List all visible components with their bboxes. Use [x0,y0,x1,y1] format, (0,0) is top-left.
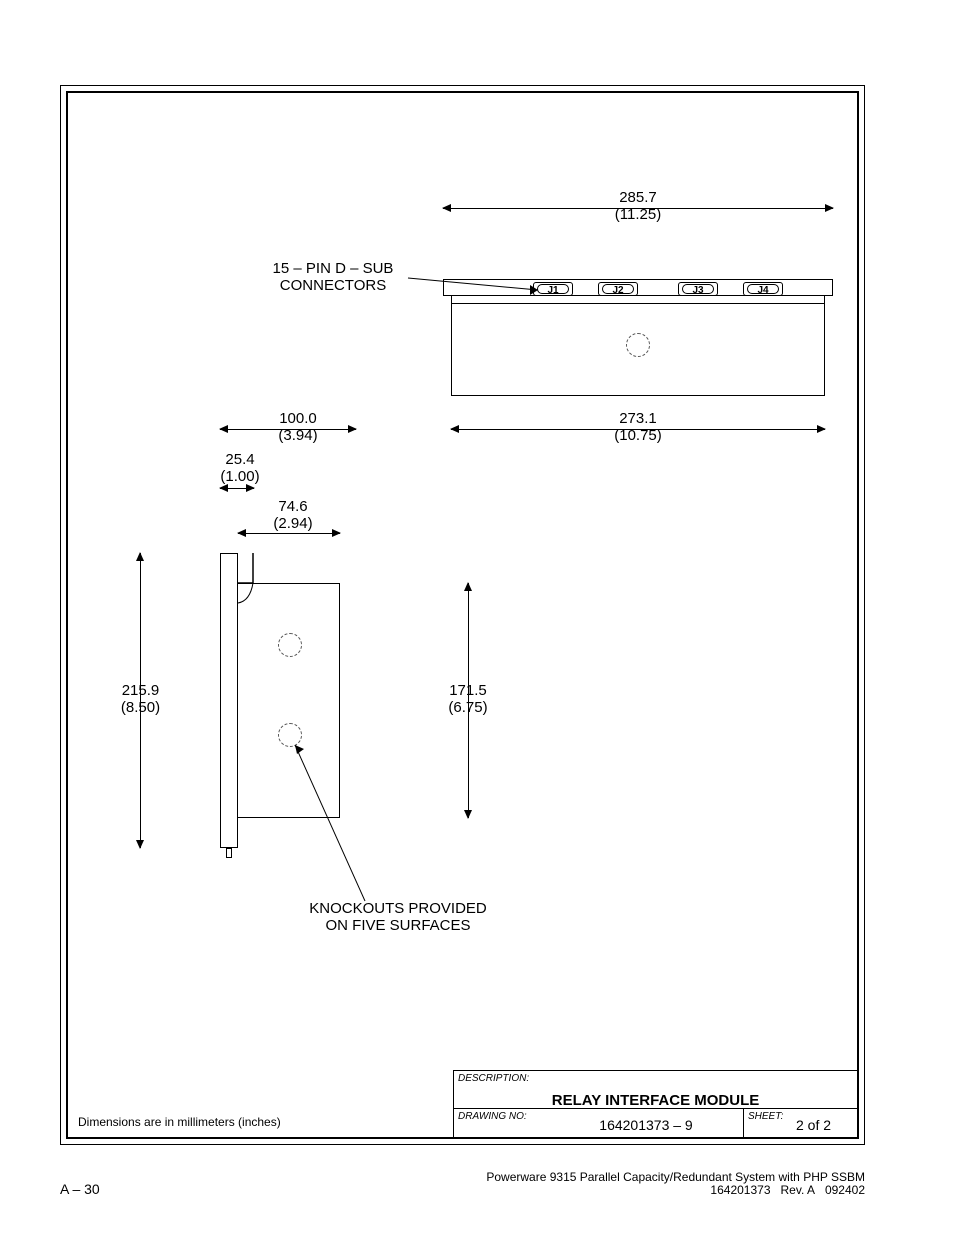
side-body [238,583,340,818]
title-block: DESCRIPTION: RELAY INTERFACE MODULE DRAW… [453,1070,857,1137]
connector-j2: J2 [598,282,638,296]
dim-flange-width: 100.0 (3.94) [263,411,333,444]
description-label: DESCRIPTION: [454,1071,857,1086]
dim-overall-height: 215.9 (8.50) [103,683,178,716]
connector-j4: J4 [743,282,783,296]
connector-label: J1 [547,285,558,296]
connector-label: J2 [612,285,623,296]
knockout-side-1 [278,633,302,657]
front-view-line [451,303,825,304]
footer-page-number: A – 30 [60,1181,100,1197]
dim-top-width: 285.7 (11.25) [588,190,688,223]
inner-frame: J1 J2 J3 J4 285.7 (11.25) 273.1 [66,91,859,1139]
knockout-side-2 [278,723,302,747]
dim-left-offset: 25.4 (1.00) [210,452,270,485]
footer-doc-info: Powerware 9315 Parallel Capacity/Redunda… [486,1171,865,1197]
dim-lower-width: 273.1 (10.75) [588,411,688,444]
knockout-front [626,333,650,357]
connectors-label: 15 – PIN D – SUB CONNECTORS [258,261,408,294]
connector-j3: J3 [678,282,718,296]
dimensions-note: Dimensions are in millimeters (inches) [78,1115,281,1129]
side-flange [220,553,238,848]
connector-label: J4 [757,285,768,296]
connector-label: J3 [692,285,703,296]
dim-depth: 74.6 (2.94) [263,499,323,532]
sheet-value: 2 of 2 [792,1111,857,1135]
side-foot [226,848,232,858]
dim-left-offset-arrow [220,488,254,489]
drawing-no-value: 164201373 – 9 [549,1111,743,1135]
knockouts-label: KNOCKOUTS PROVIDED ON FIVE SURFACES [288,901,508,934]
connector-j1: J1 [533,282,573,296]
dim-depth-arrow [238,533,340,534]
description-value: RELAY INTERFACE MODULE [454,1086,857,1111]
dim-body-height: 171.5 (6.75) [423,683,513,716]
drawing-area: J1 J2 J3 J4 285.7 (11.25) 273.1 [68,93,857,1137]
page-frame: J1 J2 J3 J4 285.7 (11.25) 273.1 [60,85,865,1145]
